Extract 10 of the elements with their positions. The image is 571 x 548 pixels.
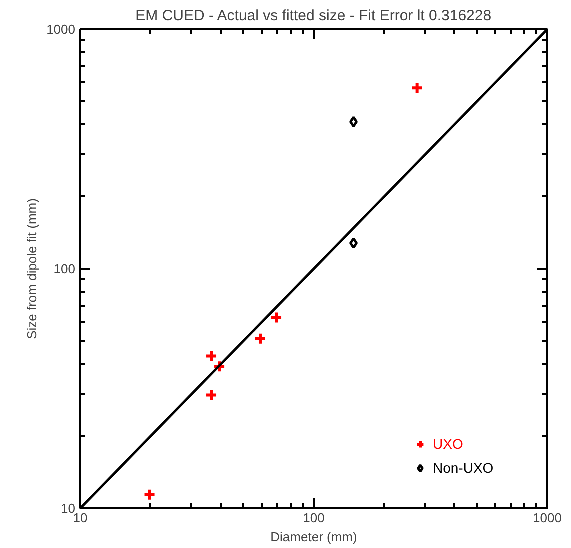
- x-tick-label: 100: [303, 510, 325, 526]
- x-tick-label: 1000: [533, 510, 562, 526]
- y-tick-label: 100: [54, 262, 76, 276]
- chart-title: EM CUED - Actual vs fitted size - Fit Error lt 0.316228: [136, 8, 492, 24]
- y-tick-label: 10: [61, 501, 76, 516]
- legend-label: Non-UXO: [433, 460, 494, 476]
- y-axis-title: Size from dipole fit (mm): [24, 198, 40, 340]
- x-axis-title: Diameter (mm): [270, 530, 358, 544]
- y-tick-label: 1000: [46, 22, 76, 37]
- legend-label: UXO: [433, 436, 464, 452]
